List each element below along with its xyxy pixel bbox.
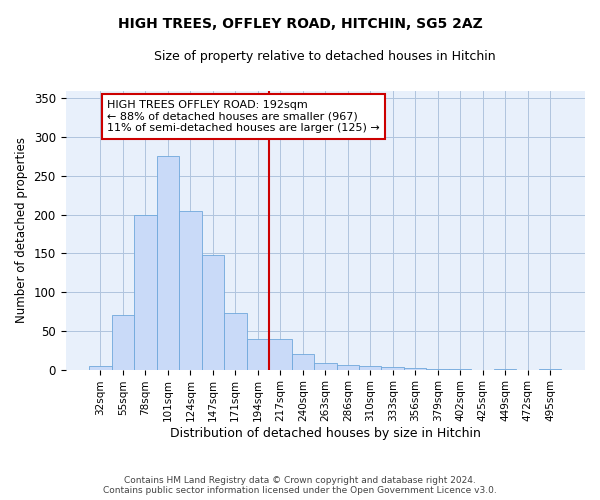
Bar <box>359 366 382 370</box>
Bar <box>404 368 427 370</box>
Bar <box>269 338 292 370</box>
Bar <box>134 214 157 370</box>
Title: Size of property relative to detached houses in Hitchin: Size of property relative to detached ho… <box>154 50 496 63</box>
Text: HIGH TREES, OFFLEY ROAD, HITCHIN, SG5 2AZ: HIGH TREES, OFFLEY ROAD, HITCHIN, SG5 2A… <box>118 18 482 32</box>
X-axis label: Distribution of detached houses by size in Hitchin: Distribution of detached houses by size … <box>170 427 481 440</box>
Bar <box>202 255 224 370</box>
Bar <box>494 369 517 370</box>
Bar <box>179 210 202 370</box>
Bar <box>112 316 134 370</box>
Y-axis label: Number of detached properties: Number of detached properties <box>15 137 28 323</box>
Text: HIGH TREES OFFLEY ROAD: 192sqm
← 88% of detached houses are smaller (967)
11% of: HIGH TREES OFFLEY ROAD: 192sqm ← 88% of … <box>107 100 380 133</box>
Text: Contains HM Land Registry data © Crown copyright and database right 2024.
Contai: Contains HM Land Registry data © Crown c… <box>103 476 497 495</box>
Bar <box>157 156 179 370</box>
Bar <box>382 368 404 370</box>
Bar <box>292 354 314 370</box>
Bar <box>427 369 449 370</box>
Bar <box>539 369 562 370</box>
Bar <box>449 369 472 370</box>
Bar <box>337 365 359 370</box>
Bar <box>314 364 337 370</box>
Bar <box>89 366 112 370</box>
Bar <box>247 338 269 370</box>
Bar <box>224 313 247 370</box>
